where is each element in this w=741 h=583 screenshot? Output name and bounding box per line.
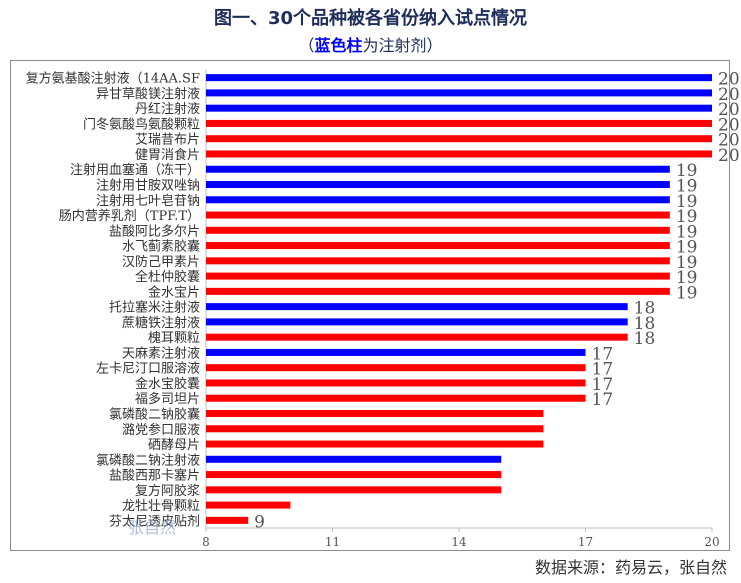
category-label: 注射用血塞通（冻干） [70,162,200,178]
data-label: 17 [592,360,614,380]
category-label: 盐酸西那卡塞片 [109,468,200,484]
data-label: 17 [592,344,614,364]
bar [206,364,586,372]
category-label: 全杜仲胶囊 [135,269,200,285]
subtitle-open: （ [298,36,315,55]
category-label: 艾瑞昔布片 [135,133,200,148]
category-label: 复方阿胶浆 [135,483,200,499]
bar [206,318,628,326]
category-label: 金水宝胶囊 [135,376,200,392]
bar [206,379,586,387]
bar [206,135,712,143]
bar [206,196,670,204]
chart-subtitle: （蓝色柱为注射剂） [0,32,741,56]
category-label: 天麻素注射液 [122,345,200,361]
data-label: 19 [676,283,698,303]
data-label: 17 [592,375,614,395]
bar [206,394,586,402]
bar [206,181,670,188]
bar [206,471,502,479]
x-tick-label: 20 [704,535,719,549]
category-label: 注射用七叶皂苷钠 [96,193,200,209]
data-label: 19 [676,238,698,258]
subtitle-highlight: 蓝色柱 [314,36,363,55]
category-label: 汉防己甲素片 [122,254,200,270]
bar [206,242,670,250]
category-label: 氯磷酸二钠胶囊 [109,407,200,423]
x-tick-label: 14 [451,535,467,549]
data-label: 18 [634,329,656,349]
bar [206,333,628,341]
bar [206,165,670,173]
category-label: 健胃消食片 [135,147,200,163]
category-label: 托拉塞米注射液 [109,300,200,316]
bar [206,257,670,265]
bar [206,119,712,127]
data-label: 17 [592,390,614,410]
category-label: 左卡尼汀口服溶液 [96,362,200,377]
category-label: 槐耳颗粒 [148,330,200,346]
bar [206,211,670,219]
category-label: 龙牡壮骨颗粒 [122,499,200,514]
category-label: 硒酵母片 [148,438,200,453]
category-label: 潞党参口服液 [122,422,200,438]
data-label: 18 [634,314,656,334]
bar [206,226,670,234]
bar [206,410,544,417]
data-label: 20 [718,115,740,135]
bar [206,501,291,509]
data-source: 数据来源：药易云，张自然 [534,558,727,577]
bar [206,486,502,494]
data-label: 9 [254,512,265,532]
data-label: 20 [718,146,740,166]
data-label: 20 [718,100,740,120]
data-label: 20 [718,131,740,151]
data-label: 19 [676,253,698,273]
data-label: 18 [634,299,656,319]
category-label: 肠内营养乳剂（TPF.T） [59,208,200,224]
x-tick-label: 11 [325,535,340,549]
chart-title: 图一、30个品种被各省份纳入试点情况 [213,8,528,29]
category-label: 金水宝片 [148,284,200,300]
bar [206,455,502,463]
category-label: 芬太尼透皮贴剂 [109,514,200,529]
category-label: 丹红注射液 [135,101,200,117]
category-label: 氯磷酸二钠注射液 [96,452,200,468]
bar [206,348,586,356]
bar [206,287,670,295]
data-label: 20 [718,85,740,105]
watermark-text: 张自然 [128,518,176,537]
data-label: 19 [676,192,698,212]
x-tick-label: 17 [578,535,593,549]
bar [206,89,712,97]
data-label: 19 [676,207,698,227]
category-label: 异甘草酸镁注射液 [96,86,200,102]
category-label: 盐酸阿比多尔片 [109,223,200,239]
category-label: 水飞蓟素胶囊 [122,239,200,255]
subtitle-rest: 为注射剂） [362,36,443,55]
bar [206,425,544,433]
x-tick-label: 8 [202,535,210,549]
category-label: 复方氨基酸注射液（14AA.SF [26,71,200,87]
bar [206,272,670,280]
data-label: 19 [676,268,698,288]
data-label: 20 [718,70,740,90]
bar [206,104,712,112]
bar [206,440,544,448]
category-label: 注射用甘胺双唑钠 [96,178,200,194]
category-label: 蔗糖铁注射液 [122,315,200,331]
category-label: 福多司坦片 [135,391,200,407]
data-label: 19 [676,177,698,197]
category-label: 门冬氨酸鸟氨酸颗粒 [83,116,200,132]
chart-frame [10,60,730,551]
bar [206,303,628,311]
bar [206,74,712,82]
bar [206,516,249,524]
data-label: 19 [676,222,698,242]
data-label: 19 [676,161,698,181]
bar [206,150,712,158]
